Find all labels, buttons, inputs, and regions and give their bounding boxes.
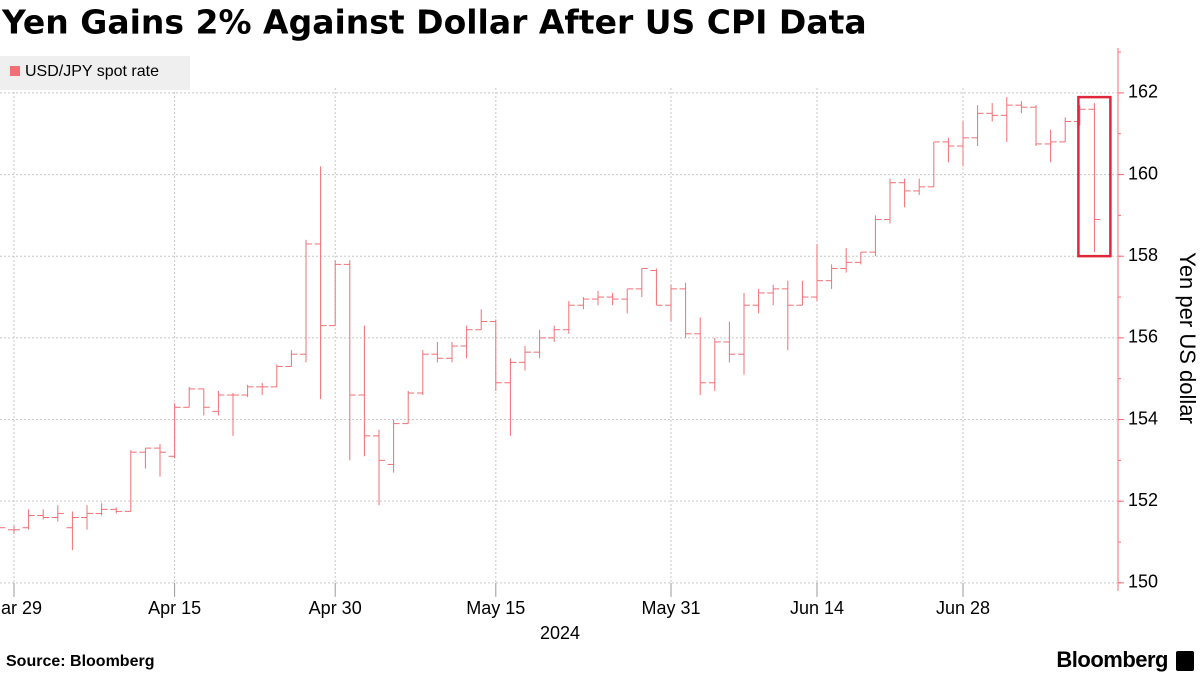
- x-tick-label: Apr 30: [309, 598, 362, 618]
- y-tick-label: 162: [1128, 82, 1158, 102]
- x-tick-label: Apr 15: [148, 598, 201, 618]
- y-tick-label: 154: [1128, 408, 1158, 428]
- highlight-box: [1077, 95, 1112, 258]
- legend-label: USD/JPY spot rate: [25, 63, 159, 80]
- x-tick-label: Jun 14: [790, 598, 844, 618]
- brand: Bloomberg: [1056, 647, 1168, 672]
- legend-box: [0, 56, 190, 90]
- chart-title: Yen Gains 2% Against Dollar After US CPI…: [1, 3, 867, 42]
- y-tick-label: 158: [1128, 245, 1158, 265]
- y-axis-label: Yen per US dollar: [1175, 252, 1200, 424]
- y-tick-label: 160: [1128, 163, 1158, 183]
- legend-swatch: [10, 66, 20, 76]
- x-tick-label: Jun 28: [936, 598, 990, 618]
- x-tick-label: Mar 29: [0, 598, 42, 618]
- y-tick-label: 150: [1128, 572, 1158, 592]
- x-tick-label: May 31: [641, 598, 700, 618]
- y-tick-label: 152: [1128, 490, 1158, 510]
- brand-icon: [1176, 651, 1194, 671]
- source: Source: Bloomberg: [6, 653, 154, 670]
- x-tick-label: May 15: [466, 598, 525, 618]
- y-tick-label: 156: [1128, 327, 1158, 347]
- x-axis-label: 2024: [540, 623, 580, 643]
